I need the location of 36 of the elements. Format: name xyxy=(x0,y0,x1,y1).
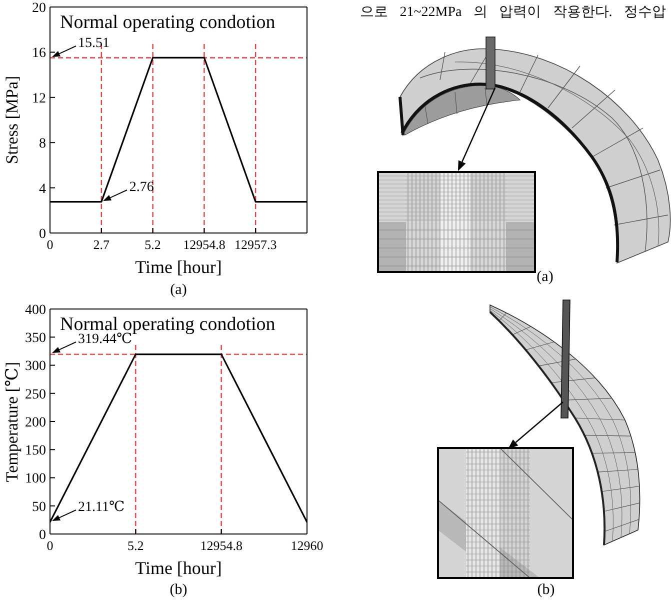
y-tick-label: 300 xyxy=(25,359,46,374)
text: (b) xyxy=(170,581,188,599)
chart-title: Normal operating condotion xyxy=(60,12,276,34)
x-tick-label: 12957.3 xyxy=(234,237,277,252)
text: (a) xyxy=(170,281,187,299)
y-tick-label: 20 xyxy=(32,0,46,16)
y-tick-label: 16 xyxy=(32,46,46,62)
x-tick-label: 5.2 xyxy=(144,237,161,252)
y-tick-label: 100 xyxy=(25,472,46,487)
text: 으로 21~22MPa 의 압력이 작용한다. 정수압 xyxy=(360,4,666,21)
y-tick-label: 250 xyxy=(25,387,46,402)
text: (a) xyxy=(536,268,554,286)
x-tick-label: 12960 xyxy=(290,538,324,554)
x-tick-label: 12954.8 xyxy=(200,538,242,554)
y-tick-label: 150 xyxy=(25,444,46,459)
annotation: 15.51 xyxy=(78,36,110,52)
y-tick-label: 200 xyxy=(25,415,46,430)
text: (b) xyxy=(537,581,555,599)
y-tick-label: 50 xyxy=(32,500,46,515)
y-tick-label: 400 xyxy=(25,302,46,318)
x-tick-label: 2.7 xyxy=(93,237,110,252)
x-axis-title: Time [hour] xyxy=(135,257,222,278)
y-tick-label: 8 xyxy=(39,136,46,152)
y-tick-label: 4 xyxy=(39,182,46,197)
y-axis-title: Temperature [℃] xyxy=(2,361,22,482)
y-tick-label: 0 xyxy=(39,226,46,242)
y-tick-label: 350 xyxy=(25,331,46,346)
annotation: 319.44℃ xyxy=(78,332,132,348)
annotation: 21.11℃ xyxy=(78,500,125,516)
annotation: 2.76 xyxy=(129,180,154,196)
x-tick-label: 12954.8 xyxy=(183,237,226,252)
y-axis-title: Stress [MPa] xyxy=(2,76,22,164)
y-tick-label: 12 xyxy=(32,91,46,106)
y-tick-label: 0 xyxy=(39,528,46,543)
x-axis-title: Time [hour] xyxy=(135,558,222,579)
x-tick-label: 5.2 xyxy=(128,538,144,554)
